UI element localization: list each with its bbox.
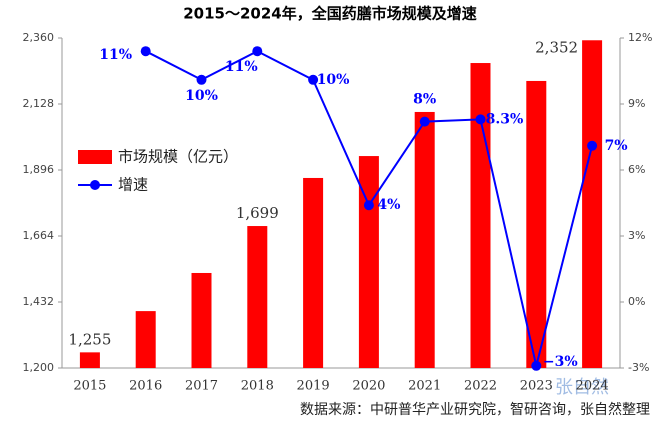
- growth-point: [587, 140, 598, 151]
- bar: [470, 63, 491, 368]
- y2-tick-label: 9%: [628, 97, 645, 110]
- line-value-label: 8.3%: [486, 111, 524, 127]
- chart-title: 2015～2024年，全国药膳市场规模及增速: [183, 5, 477, 23]
- legend-label: 市场规模（亿元）: [118, 148, 238, 166]
- y-tick-label: 1,664: [23, 229, 55, 242]
- x-tick-label: 2023: [520, 379, 553, 394]
- y-tick-label: 2,128: [23, 97, 55, 110]
- line-value-label: 11%: [225, 59, 258, 75]
- y-tick-label: 1,896: [23, 163, 55, 176]
- y2-tick-label: 3%: [628, 229, 645, 242]
- bar: [526, 80, 547, 368]
- y-tick-label: 1,432: [23, 295, 55, 308]
- x-tick-label: 2024: [576, 379, 609, 394]
- growth-point: [363, 200, 374, 211]
- legend-label: 增速: [118, 176, 148, 194]
- x-tick-label: 2018: [241, 379, 274, 394]
- x-tick-label: 2017: [185, 379, 218, 394]
- growth-point: [419, 116, 430, 127]
- bar: [135, 311, 156, 368]
- y-tick-label: 2,360: [23, 31, 55, 44]
- legend-swatch: [90, 180, 100, 190]
- y2-tick-label: 12%: [628, 31, 652, 44]
- x-tick-label: 2022: [464, 379, 497, 394]
- growth-point: [531, 360, 542, 371]
- x-tick-label: 2020: [352, 379, 385, 394]
- bar: [303, 177, 324, 368]
- x-tick-label: 2021: [408, 379, 441, 394]
- line-value-label: −3%: [543, 354, 578, 370]
- bar: [358, 156, 379, 368]
- line-value-label: 11%: [99, 47, 132, 63]
- line-value-label: 4%: [377, 197, 400, 213]
- bar: [582, 40, 603, 368]
- line-value-label: 10%: [185, 88, 218, 104]
- x-tick-label: 2015: [73, 379, 106, 394]
- line-value-label: 10%: [317, 72, 350, 88]
- bar-value-label: 1,255: [68, 330, 111, 348]
- y2-tick-label: 6%: [628, 163, 645, 176]
- legend-swatch: [78, 150, 112, 164]
- bar-value-label: 1,699: [236, 204, 279, 222]
- y2-tick-label: 0%: [628, 295, 645, 308]
- bar: [191, 272, 212, 368]
- growth-point: [196, 74, 207, 85]
- growth-point: [308, 74, 319, 85]
- growth-point: [140, 46, 151, 57]
- bar: [79, 352, 100, 368]
- x-tick-label: 2016: [129, 379, 162, 394]
- growth-point: [252, 46, 263, 57]
- y-tick-label: 1,200: [23, 361, 55, 374]
- x-tick-label: 2019: [297, 379, 330, 394]
- line-value-label: 7%: [605, 138, 628, 154]
- source: 数据来源：中研普华产业研究院，智研咨询，张自然整理: [300, 401, 650, 418]
- bar: [414, 111, 435, 368]
- bar: [247, 226, 268, 368]
- watermark: 张自然: [555, 377, 609, 398]
- line-value-label: 8%: [413, 92, 436, 108]
- bar-value-label: 2,352: [535, 38, 578, 56]
- y2-tick-label: -3%: [628, 361, 649, 374]
- growth-point: [475, 114, 486, 125]
